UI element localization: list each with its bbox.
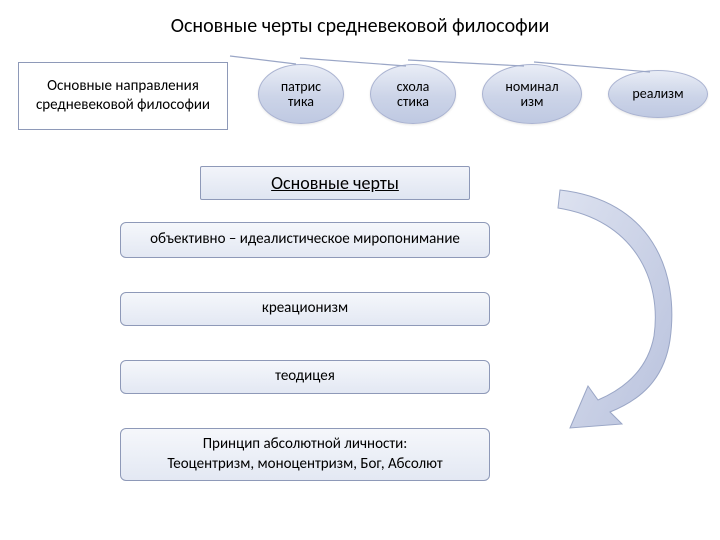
feature-box-0: объективно – идеалистическое миропониман…: [120, 222, 490, 258]
connector-line-3: [0, 0, 720, 160]
feature-box-3: Принцип абсолютной личности:Теоцентризм,…: [120, 428, 490, 481]
feature-box-1: креационизм: [120, 292, 490, 326]
feature-box-2: теодицея: [120, 360, 490, 394]
curved-arrow-icon: [530, 180, 700, 440]
section-header: Основные черты: [200, 166, 470, 200]
